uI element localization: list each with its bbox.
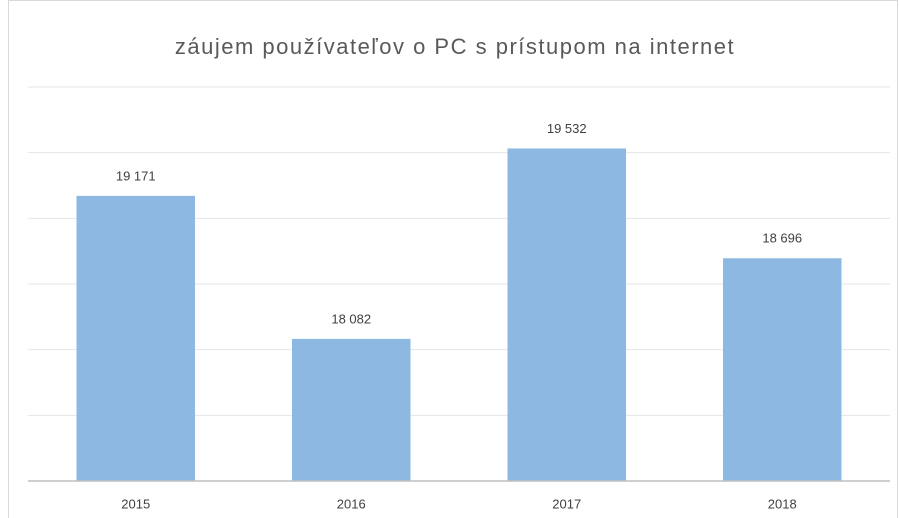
x-tick-label: 2015 xyxy=(121,496,150,511)
x-tick-label: 2017 xyxy=(552,496,581,511)
x-tick-label: 2016 xyxy=(337,496,366,511)
data-label: 18 696 xyxy=(762,231,802,246)
bar xyxy=(76,195,196,481)
bar xyxy=(507,148,627,482)
data-label: 19 532 xyxy=(547,121,587,136)
chart-title: záujem používateľov o PC s prístupom na … xyxy=(175,34,735,59)
data-label: 19 171 xyxy=(116,168,156,183)
x-tick-label: 2018 xyxy=(768,496,797,511)
data-label: 18 082 xyxy=(331,311,371,326)
bar xyxy=(291,338,411,481)
bar xyxy=(722,258,842,481)
